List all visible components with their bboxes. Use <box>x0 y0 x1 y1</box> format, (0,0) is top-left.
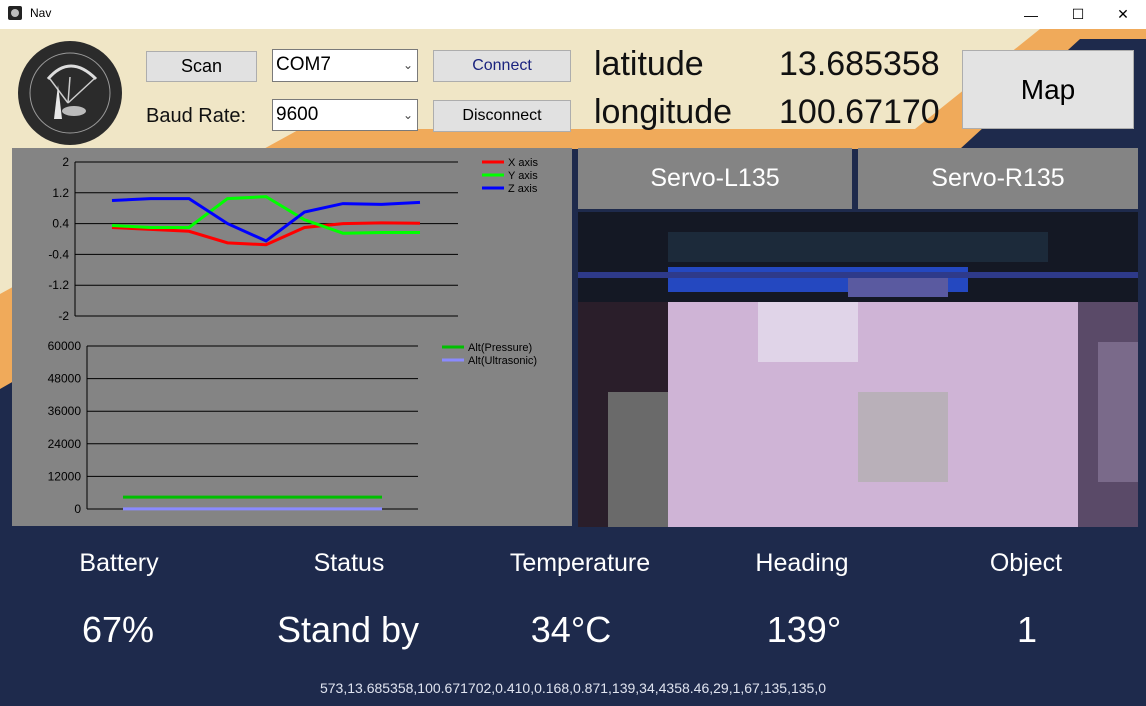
servo-right-button[interactable]: Servo-R135 <box>858 148 1138 209</box>
legend-label: Alt(Ultrasonic) <box>468 355 537 367</box>
battery-value: 67% <box>81 609 155 650</box>
legend-label: Alt(Pressure) <box>468 342 532 354</box>
close-button[interactable]: ✕ <box>1117 6 1129 22</box>
y-tick-label: 0.4 <box>52 217 69 231</box>
temperature-value: 34°C <box>530 609 612 650</box>
y-tick-label: -0.4 <box>48 247 69 261</box>
camera-feed <box>578 212 1138 527</box>
object-value: 1 <box>1016 609 1038 650</box>
heading-label: Heading <box>755 549 849 577</box>
title-bar: Nav — ☐ ✕ <box>0 0 1146 29</box>
series-line-z-axis <box>111 197 421 243</box>
legend-label: Y axis <box>508 170 538 182</box>
servo-left-button[interactable]: Servo-L135 <box>578 148 852 209</box>
chevron-down-icon: ⌄ <box>402 58 413 72</box>
longitude-label: longitude <box>594 93 733 131</box>
connect-button[interactable]: Connect <box>433 50 571 82</box>
chevron-down-icon: ⌄ <box>402 108 413 122</box>
temperature-label: Temperature <box>509 549 651 577</box>
longitude-value: 100.67170 <box>779 93 940 131</box>
legend-label: Z axis <box>508 183 538 195</box>
heading-value: 139° <box>766 609 842 650</box>
latitude-label: latitude <box>594 45 704 83</box>
y-tick-label: 60000 <box>48 339 82 353</box>
y-tick-label: 0 <box>74 502 81 516</box>
altitude-chart: 60000 48000 36000 24000 12000 0 Alt(Pressure)A… <box>48 339 537 516</box>
y-tick-label: 36000 <box>48 404 82 418</box>
latitude-value: 13.685358 <box>779 45 940 83</box>
rocket-parachute-logo <box>18 41 122 145</box>
y-tick-label: 1.2 <box>52 186 69 200</box>
legend-label: X axis <box>508 157 538 169</box>
battery-label: Battery <box>79 549 159 577</box>
y-tick-label: 2 <box>62 155 69 169</box>
y-tick-label: -1.2 <box>48 278 69 292</box>
series-line-y-axis <box>111 195 420 235</box>
series-line-x-axis <box>111 221 421 247</box>
y-tick-label: -2 <box>58 309 69 323</box>
map-button[interactable]: Map <box>962 50 1134 129</box>
window-title: Nav <box>30 6 52 20</box>
y-tick-label: 12000 <box>48 469 82 483</box>
baud-rate-select[interactable]: 9600 ⌄ <box>272 99 418 131</box>
port-select[interactable]: COM7 ⌄ <box>272 49 418 82</box>
raw-telemetry-line: 573,13.685358,100.671702,0.410,0.168,0.8… <box>319 680 827 696</box>
status-bar: Battery 67% Status Stand by Temperature … <box>0 527 1146 706</box>
port-select-value: COM7 <box>276 54 331 75</box>
object-label: Object <box>989 549 1063 577</box>
status-value: Stand by <box>276 609 420 650</box>
baud-rate-label: Baud Rate: <box>146 105 247 127</box>
baud-rate-select-value: 9600 <box>276 104 319 125</box>
scan-button[interactable]: Scan <box>146 51 257 82</box>
main-panel: Scan Baud Rate: COM7 ⌄ 9600 ⌄ Connect Di… <box>0 29 1146 706</box>
minimize-button[interactable]: — <box>1024 6 1038 23</box>
disconnect-button[interactable]: Disconnect <box>433 100 571 132</box>
status-label: Status <box>313 549 385 577</box>
maximize-button[interactable]: ☐ <box>1071 6 1085 22</box>
app-icon <box>8 6 22 20</box>
y-tick-label: 24000 <box>48 437 82 451</box>
y-tick-label: 48000 <box>48 372 82 386</box>
